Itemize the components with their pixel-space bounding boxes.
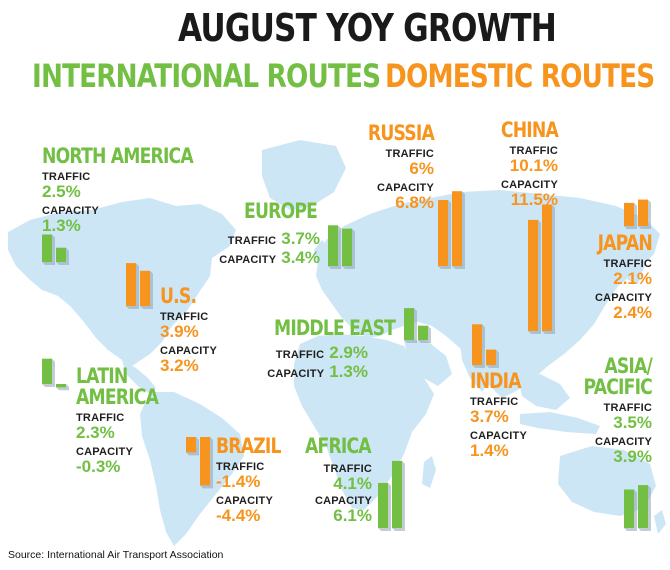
capacity-value: 3.9%: [613, 447, 652, 466]
region-europe-title: EUROPE: [244, 201, 333, 222]
region-india: INDIA TRAFFIC 3.7% CAPACITY 1.4%: [470, 369, 532, 460]
south-america-shape: [140, 392, 244, 546]
traffic-label: TRAFFIC: [76, 412, 125, 424]
capacity-label: CAPACITY: [314, 495, 372, 507]
region-japan: JAPAN TRAFFIC 2.1% CAPACITY 2.4%: [572, 231, 653, 322]
uk-shape: [314, 240, 330, 266]
region-us: U.S. TRAFFIC 3.9% CAPACITY 3.2%: [160, 284, 218, 375]
capacity-value: 11.5%: [510, 190, 558, 209]
capacity-label: CAPACITY: [216, 495, 274, 507]
capacity-value: 6.8%: [395, 193, 434, 212]
traffic-label: TRAFFIC: [603, 402, 652, 414]
capacity-value: 1.3%: [42, 216, 81, 235]
region-name: BRAZIL: [216, 434, 281, 458]
capacity-label: CAPACITY: [219, 254, 277, 266]
traffic-value: 2.1%: [613, 269, 652, 288]
legend-international: INTERNATIONAL ROUTES: [32, 57, 381, 95]
capacity-label: CAPACITY: [160, 345, 218, 357]
capacity-value: 3.4%: [281, 248, 320, 267]
region-name: EUROPE: [244, 199, 318, 223]
capacity-value: 3.2%: [160, 356, 199, 375]
chart-title: AUGUST YOY GROWTH: [178, 6, 557, 50]
traffic-label: TRAFFIC: [470, 396, 519, 408]
region-latin-america: LATIN AMERICA TRAFFIC 2.3% CAPACITY -0.3…: [76, 364, 176, 476]
traffic-label: TRAFFIC: [42, 171, 91, 183]
region-middle-east: TRAFFIC 2.9% CAPACITY 1.3%: [267, 343, 368, 381]
source-note: Source: International Air Transport Asso…: [8, 549, 224, 561]
capacity-label: CAPACITY: [76, 446, 134, 458]
traffic-value: 3.9%: [160, 322, 199, 341]
traffic-label: TRAFFIC: [216, 461, 265, 473]
capacity-label: CAPACITY: [594, 292, 652, 304]
region-north-america: NORTH AMERICA TRAFFIC 2.5% CAPACITY 1.3%: [42, 144, 226, 235]
traffic-value: -1.4%: [216, 472, 261, 491]
region-africa: TRAFFIC 4.1% CAPACITY 6.1%: [300, 463, 372, 524]
capacity-label: CAPACITY: [500, 179, 558, 191]
capacity-label: CAPACITY: [470, 430, 528, 442]
arabia-shape: [404, 340, 452, 386]
capacity-label: CAPACITY: [267, 368, 325, 380]
region-africa-title: AFRICA: [305, 436, 385, 457]
capacity-value: 2.4%: [613, 303, 652, 322]
africa-shape: [294, 334, 434, 510]
traffic-value: 3.7%: [470, 407, 509, 426]
region-name: JAPAN: [597, 231, 653, 255]
traffic-label: TRAFFIC: [275, 349, 325, 361]
capacity-label: CAPACITY: [42, 205, 100, 217]
region-name: LATIN AMERICA: [76, 364, 159, 409]
region-name: CHINA: [500, 118, 559, 142]
traffic-value: 10.1%: [509, 156, 558, 175]
capacity-value: 6.1%: [333, 506, 372, 525]
capacity-label: CAPACITY: [594, 436, 652, 448]
traffic-value: 6%: [409, 159, 434, 178]
traffic-label: TRAFFIC: [385, 148, 434, 160]
traffic-label: TRAFFIC: [160, 311, 209, 323]
greenland-shape: [262, 140, 346, 210]
capacity-value: -0.3%: [76, 457, 121, 476]
region-brazil: BRAZIL TRAFFIC -1.4% CAPACITY -4.4%: [216, 434, 295, 525]
traffic-value: 2.9%: [329, 343, 368, 362]
region-russia: RUSSIA TRAFFIC 6% CAPACITY 6.8%: [350, 121, 435, 212]
indonesia-shape: [520, 412, 600, 434]
capacity-value: 1.3%: [329, 362, 368, 381]
traffic-value: 4.1%: [333, 474, 372, 493]
region-name: AFRICA: [305, 434, 372, 458]
traffic-label: TRAFFIC: [603, 258, 652, 270]
new-zealand-shape: [654, 510, 666, 534]
region-asia-pacific: ASIA/ PACIFIC TRAFFIC 3.5% CAPACITY 3.9%: [560, 354, 653, 466]
traffic-value: 2.5%: [42, 182, 81, 201]
region-name: INDIA: [470, 369, 522, 393]
region-name: MIDDLE EAST: [274, 316, 396, 340]
traffic-label: TRAFFIC: [509, 145, 558, 157]
region-middle-east-title: MIDDLE EAST: [274, 318, 422, 339]
madagascar-shape: [422, 456, 436, 488]
capacity-label: CAPACITY: [376, 182, 434, 194]
traffic-label: TRAFFIC: [227, 235, 277, 247]
southeast-asia-shape: [518, 374, 570, 410]
region-name: U.S.: [160, 284, 197, 308]
region-europe: TRAFFIC 3.7% CAPACITY 3.4%: [202, 230, 320, 266]
traffic-value: 3.7%: [281, 229, 320, 248]
region-name: NORTH AMERICA: [42, 144, 194, 168]
capacity-value: 1.4%: [470, 441, 509, 460]
region-name: ASIA/ PACIFIC: [583, 354, 653, 399]
traffic-value: 3.5%: [613, 413, 652, 432]
europe-asia-shape: [316, 190, 660, 398]
region-name: RUSSIA: [367, 121, 435, 145]
traffic-label: TRAFFIC: [323, 463, 372, 475]
region-china: CHINA TRAFFIC 10.1% CAPACITY 11.5%: [478, 118, 559, 209]
legend-domestic: DOMESTIC ROUTES: [385, 57, 655, 95]
north-america-shape: [8, 198, 236, 366]
central-america-shape: [122, 360, 156, 394]
traffic-value: 2.3%: [76, 423, 115, 442]
japan-shape: [628, 246, 646, 284]
capacity-value: -4.4%: [216, 506, 261, 525]
